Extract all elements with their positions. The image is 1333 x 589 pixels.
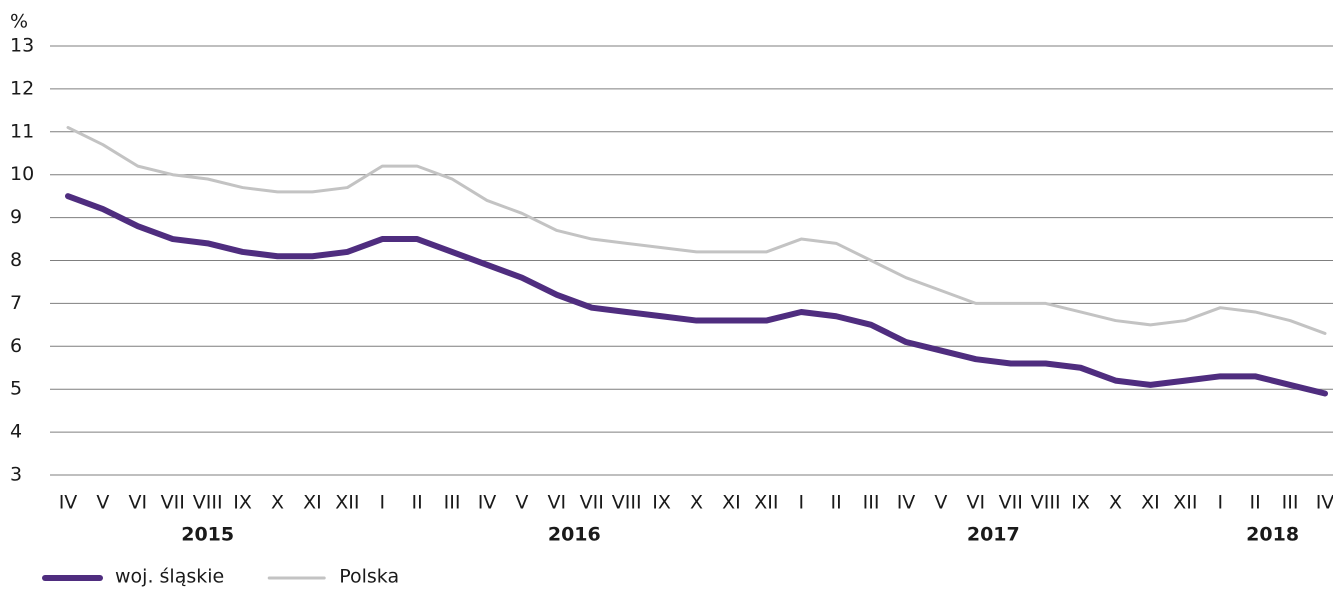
x-tick-label: XI: [1141, 492, 1160, 514]
x-tick-label: VI: [967, 492, 986, 514]
year-label: 2015: [181, 524, 234, 546]
x-tick-label: X: [271, 492, 284, 514]
x-tick-label: VIII: [1031, 492, 1061, 514]
x-tick-label: IX: [652, 492, 671, 514]
x-tick-label: VII: [161, 492, 185, 514]
y-tick-label: 10: [10, 163, 34, 185]
y-tick-label: 5: [10, 378, 22, 400]
year-label: 2017: [967, 524, 1020, 546]
x-tick-label: I: [798, 492, 804, 514]
x-tick-label: VII: [999, 492, 1023, 514]
x-tick-label: XI: [722, 492, 741, 514]
x-tick-label: II: [1250, 492, 1261, 514]
x-tick-label: XII: [1173, 492, 1197, 514]
x-tick-label: IV: [478, 492, 497, 514]
series-line: [66, 126, 1327, 335]
x-tick-label: III: [863, 492, 880, 514]
x-tick-label: VIII: [612, 492, 642, 514]
x-tick-label: VI: [548, 492, 567, 514]
x-tick-label: I: [1217, 492, 1223, 514]
y-tick-label: 7: [10, 292, 22, 314]
x-tick-label: IV: [1316, 492, 1333, 514]
x-tick-label: XII: [754, 492, 778, 514]
y-tick-label: 11: [10, 120, 34, 142]
x-tick-label: VII: [580, 492, 604, 514]
x-tick-label: VI: [129, 492, 148, 514]
x-tick-label: VIII: [193, 492, 223, 514]
legend-label: woj. śląskie: [115, 566, 224, 588]
y-tick-label: 4: [10, 421, 22, 443]
y-tick-label: 6: [10, 335, 22, 357]
x-tick-label: IX: [1071, 492, 1090, 514]
x-tick-label: V: [515, 492, 528, 514]
year-label: 2016: [548, 524, 601, 546]
x-tick-label: X: [690, 492, 703, 514]
x-tick-label: IV: [59, 492, 78, 514]
x-tick-label: X: [1109, 492, 1122, 514]
y-tick-label: 12: [10, 77, 34, 99]
x-tick-label: V: [96, 492, 109, 514]
x-tick-label: III: [1282, 492, 1299, 514]
x-tick-label: I: [379, 492, 385, 514]
series-line: [65, 193, 1328, 397]
x-tick-label: II: [412, 492, 423, 514]
y-tick-label: 3: [10, 464, 22, 486]
y-unit: %: [10, 11, 28, 33]
legend-label: Polska: [339, 566, 399, 588]
x-tick-label: II: [831, 492, 842, 514]
y-tick-label: 8: [10, 249, 22, 271]
y-tick-label: 13: [10, 35, 34, 57]
x-tick-label: V: [934, 492, 947, 514]
x-tick-label: IX: [233, 492, 252, 514]
y-tick-label: 9: [10, 206, 22, 228]
year-label: 2018: [1246, 524, 1299, 546]
x-tick-label: IV: [897, 492, 916, 514]
x-tick-label: III: [444, 492, 461, 514]
x-tick-label: XI: [303, 492, 322, 514]
x-tick-label: XII: [335, 492, 359, 514]
